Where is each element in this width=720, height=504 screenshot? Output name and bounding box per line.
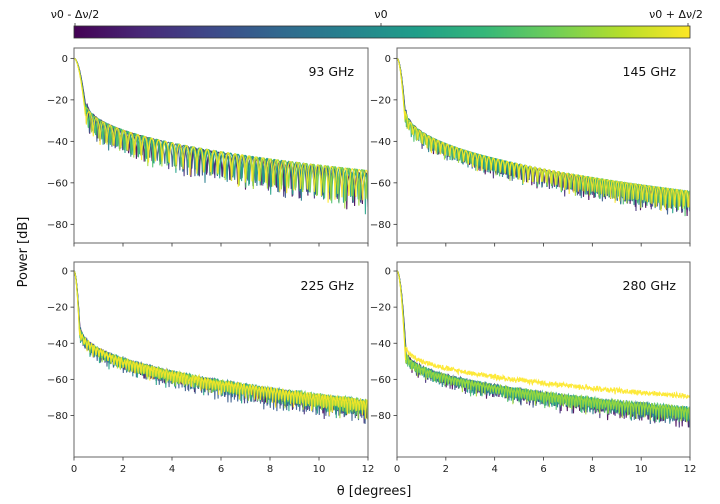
x-tick-label: 4 [169, 464, 175, 475]
x-tick-label: 6 [540, 464, 546, 475]
series-line [397, 57, 690, 212]
colorbar: ν0 - Δν/2 ν0 ν0 + Δν/2 [51, 8, 703, 39]
x-tick-label: 10 [313, 464, 326, 475]
panel-frequency-label: 93 GHz [308, 64, 354, 79]
y-tick-label: −60 [370, 375, 391, 386]
x-tick-label: 2 [120, 464, 126, 475]
y-tick-label: −80 [47, 411, 68, 422]
y-tick-label: −60 [370, 178, 391, 189]
panel-93ghz: 0 −20 −40 −60 −80 93 GHz [47, 47, 369, 247]
y-axis-label: Power [dB] [16, 217, 31, 288]
x-axis-label: θ [degrees] [337, 484, 412, 499]
curves [397, 270, 690, 428]
x-tick-label: 6 [218, 464, 224, 475]
series-line [74, 270, 368, 419]
y-tick-label: −40 [47, 137, 68, 148]
y-tick-label: −40 [370, 339, 391, 350]
series-line [397, 270, 690, 423]
colorbar-label-center: ν0 [374, 8, 387, 21]
x-tick-label: 10 [635, 464, 648, 475]
colorbar-label-low: ν0 - Δν/2 [51, 8, 99, 21]
x-tick-label: 12 [684, 464, 697, 475]
y-tick-label: −20 [47, 95, 68, 106]
y-tick-label: −60 [47, 178, 68, 189]
series-line [397, 270, 690, 400]
curves [74, 270, 368, 424]
y-tick-label: 0 [385, 267, 391, 278]
curves [74, 57, 368, 215]
x-tick-label: 12 [362, 464, 375, 475]
y-tick-label: 0 [385, 54, 391, 65]
x-tick-label: 4 [491, 464, 497, 475]
panel-225ghz: 0 −20 −40 −60 −80 0 2 4 6 8 10 12 225 GHz [47, 261, 375, 475]
y-tick-label: −20 [47, 303, 68, 314]
y-tick-label: 0 [62, 267, 68, 278]
y-tick-label: 0 [62, 54, 68, 65]
x-tick-label: 0 [71, 464, 77, 475]
y-tick-label: −80 [370, 220, 391, 231]
panel-280ghz: 0 −20 −40 −60 −80 0 2 4 6 8 10 12 280 GHz [370, 261, 697, 475]
y-tick-label: −20 [370, 95, 391, 106]
y-tick-label: −40 [370, 137, 391, 148]
y-tick-label: −60 [47, 375, 68, 386]
series-line [74, 57, 368, 209]
x-tick-label: 8 [267, 464, 273, 475]
curves [397, 57, 690, 217]
y-tick-label: −80 [370, 411, 391, 422]
y-tick-label: −40 [47, 339, 68, 350]
panel-frequency-label: 145 GHz [623, 64, 677, 79]
series-line [397, 57, 690, 211]
series-line [74, 57, 368, 203]
panel-frequency-label: 280 GHz [623, 278, 677, 293]
y-tick-label: −80 [47, 220, 68, 231]
y-tick-label: −20 [370, 303, 391, 314]
x-tick-label: 2 [443, 464, 449, 475]
panel-145ghz: 0 −20 −40 −60 −80 145 GHz [370, 47, 691, 247]
x-tick-label: 8 [589, 464, 595, 475]
x-tick-label: 0 [394, 464, 400, 475]
colorbar-gradient [73, 25, 691, 39]
panel-frequency-label: 225 GHz [301, 278, 355, 293]
colorbar-label-high: ν0 + Δν/2 [649, 8, 703, 21]
